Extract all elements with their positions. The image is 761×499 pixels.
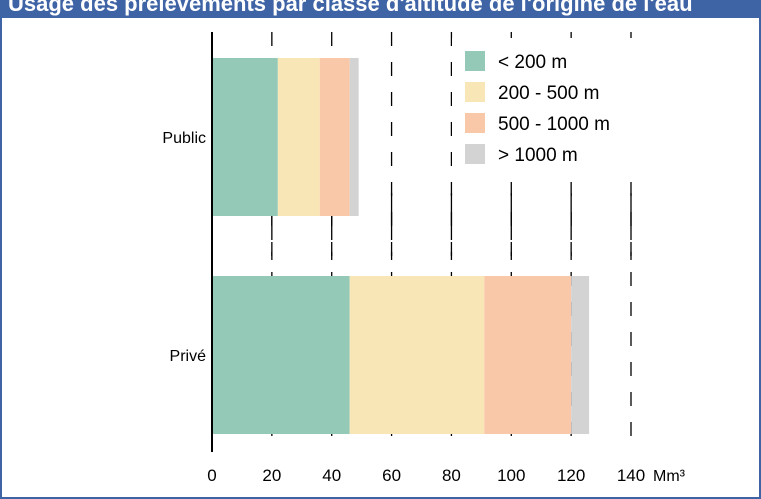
legend-label: > 1000 m xyxy=(498,145,578,166)
x-tick-labels: 0 20 40 60 80 100 120 140 xyxy=(207,466,645,485)
x-tick-label: 140 xyxy=(617,466,645,485)
x-tick-label: 60 xyxy=(382,466,401,485)
header-title: Usage des prélèvements par classe d'alti… xyxy=(8,0,693,16)
bar-segment xyxy=(571,276,590,434)
legend-background xyxy=(452,38,657,172)
legend-swatch xyxy=(465,82,485,102)
x-tick-label: 20 xyxy=(262,466,281,485)
x-unit-label: Mm³ xyxy=(653,468,686,485)
category-labels: Public Privé xyxy=(162,130,206,365)
bar-segment xyxy=(277,58,320,216)
legend-label: 500 - 1000 m xyxy=(498,114,610,135)
header-bar: Usage des prélèvements par classe d'alti… xyxy=(0,0,761,18)
x-tick-label: 0 xyxy=(207,466,216,485)
legend-label: 200 - 500 m xyxy=(498,83,599,104)
x-tick-label: 100 xyxy=(497,466,525,485)
legend-swatch xyxy=(465,51,485,71)
bar-segment xyxy=(349,58,359,216)
legend-swatch xyxy=(465,144,485,164)
bar-segment xyxy=(319,58,350,216)
category-label: Privé xyxy=(170,348,207,365)
legend-swatch xyxy=(465,113,485,133)
x-tick-label: 120 xyxy=(557,466,585,485)
x-tick-label: 80 xyxy=(442,466,461,485)
bar-segment xyxy=(349,276,485,434)
bars xyxy=(212,58,590,434)
x-tick-label: 40 xyxy=(322,466,341,485)
bar-segment xyxy=(484,276,572,434)
bar-segment xyxy=(212,58,278,216)
legend: < 200 m 200 - 500 m 500 - 1000 m > 1000 m xyxy=(452,38,657,172)
legend-label: < 200 m xyxy=(498,52,567,73)
bar-segment xyxy=(212,276,350,434)
category-label: Public xyxy=(162,130,206,147)
